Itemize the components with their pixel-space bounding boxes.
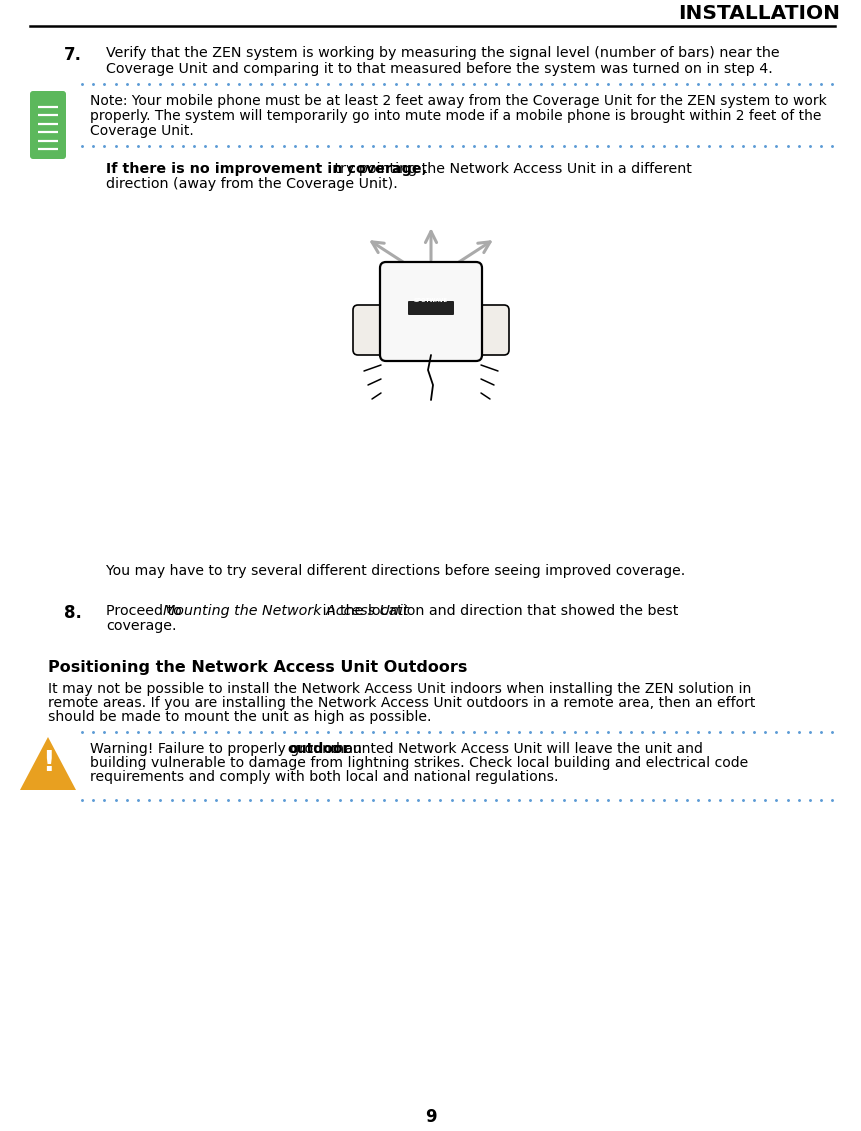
Text: mounted Network Access Unit will leave the unit and: mounted Network Access Unit will leave t… [325, 742, 703, 756]
Text: Warning! Failure to properly ground an: Warning! Failure to properly ground an [90, 742, 366, 756]
Text: INSTALLATION: INSTALLATION [678, 5, 839, 23]
Text: It may not be possible to install the Network Access Unit indoors when installin: It may not be possible to install the Ne… [48, 682, 751, 696]
Text: Mounting the Network Access Unit: Mounting the Network Access Unit [163, 604, 407, 618]
Text: !: ! [41, 749, 54, 777]
Text: in the location and direction that showed the best: in the location and direction that showe… [318, 604, 678, 618]
Text: outdoor: outdoor [287, 742, 349, 756]
Text: try pointing the Network Access Unit in a different: try pointing the Network Access Unit in … [330, 162, 691, 176]
Text: 9: 9 [424, 1108, 437, 1126]
Text: remote areas. If you are installing the Network Access Unit outdoors in a remote: remote areas. If you are installing the … [48, 696, 754, 710]
Text: Coverage Unit and comparing it to that measured before the system was turned on : Coverage Unit and comparing it to that m… [106, 62, 771, 76]
FancyBboxPatch shape [30, 90, 66, 159]
Text: properly. The system will temporarily go into mute mode if a mobile phone is bro: properly. The system will temporarily go… [90, 109, 821, 123]
Text: direction (away from the Coverage Unit).: direction (away from the Coverage Unit). [106, 176, 397, 191]
Text: 7.: 7. [64, 46, 82, 64]
FancyBboxPatch shape [407, 301, 454, 316]
FancyBboxPatch shape [353, 305, 398, 355]
Text: Proceed to: Proceed to [106, 604, 186, 618]
FancyBboxPatch shape [463, 305, 508, 355]
Text: 8.: 8. [64, 604, 82, 622]
Text: Coverage Unit.: Coverage Unit. [90, 124, 194, 138]
Text: SPOTWAVE: SPOTWAVE [413, 297, 448, 302]
Text: Verify that the ZEN system is working by measuring the signal level (number of b: Verify that the ZEN system is working by… [106, 46, 778, 60]
Text: You may have to try several different directions before seeing improved coverage: You may have to try several different di… [106, 564, 684, 578]
Text: building vulnerable to damage from lightning strikes. Check local building and e: building vulnerable to damage from light… [90, 756, 747, 770]
Polygon shape [20, 737, 76, 789]
Text: If there is no improvement in coverage,: If there is no improvement in coverage, [106, 162, 427, 176]
Text: Note: Your mobile phone must be at least 2 feet away from the Coverage Unit for : Note: Your mobile phone must be at least… [90, 94, 826, 107]
Text: requirements and comply with both local and national regulations.: requirements and comply with both local … [90, 770, 558, 784]
FancyBboxPatch shape [380, 262, 481, 361]
Text: Positioning the Network Access Unit Outdoors: Positioning the Network Access Unit Outd… [48, 661, 467, 675]
Text: coverage.: coverage. [106, 619, 177, 633]
Text: should be made to mount the unit as high as possible.: should be made to mount the unit as high… [48, 710, 431, 724]
